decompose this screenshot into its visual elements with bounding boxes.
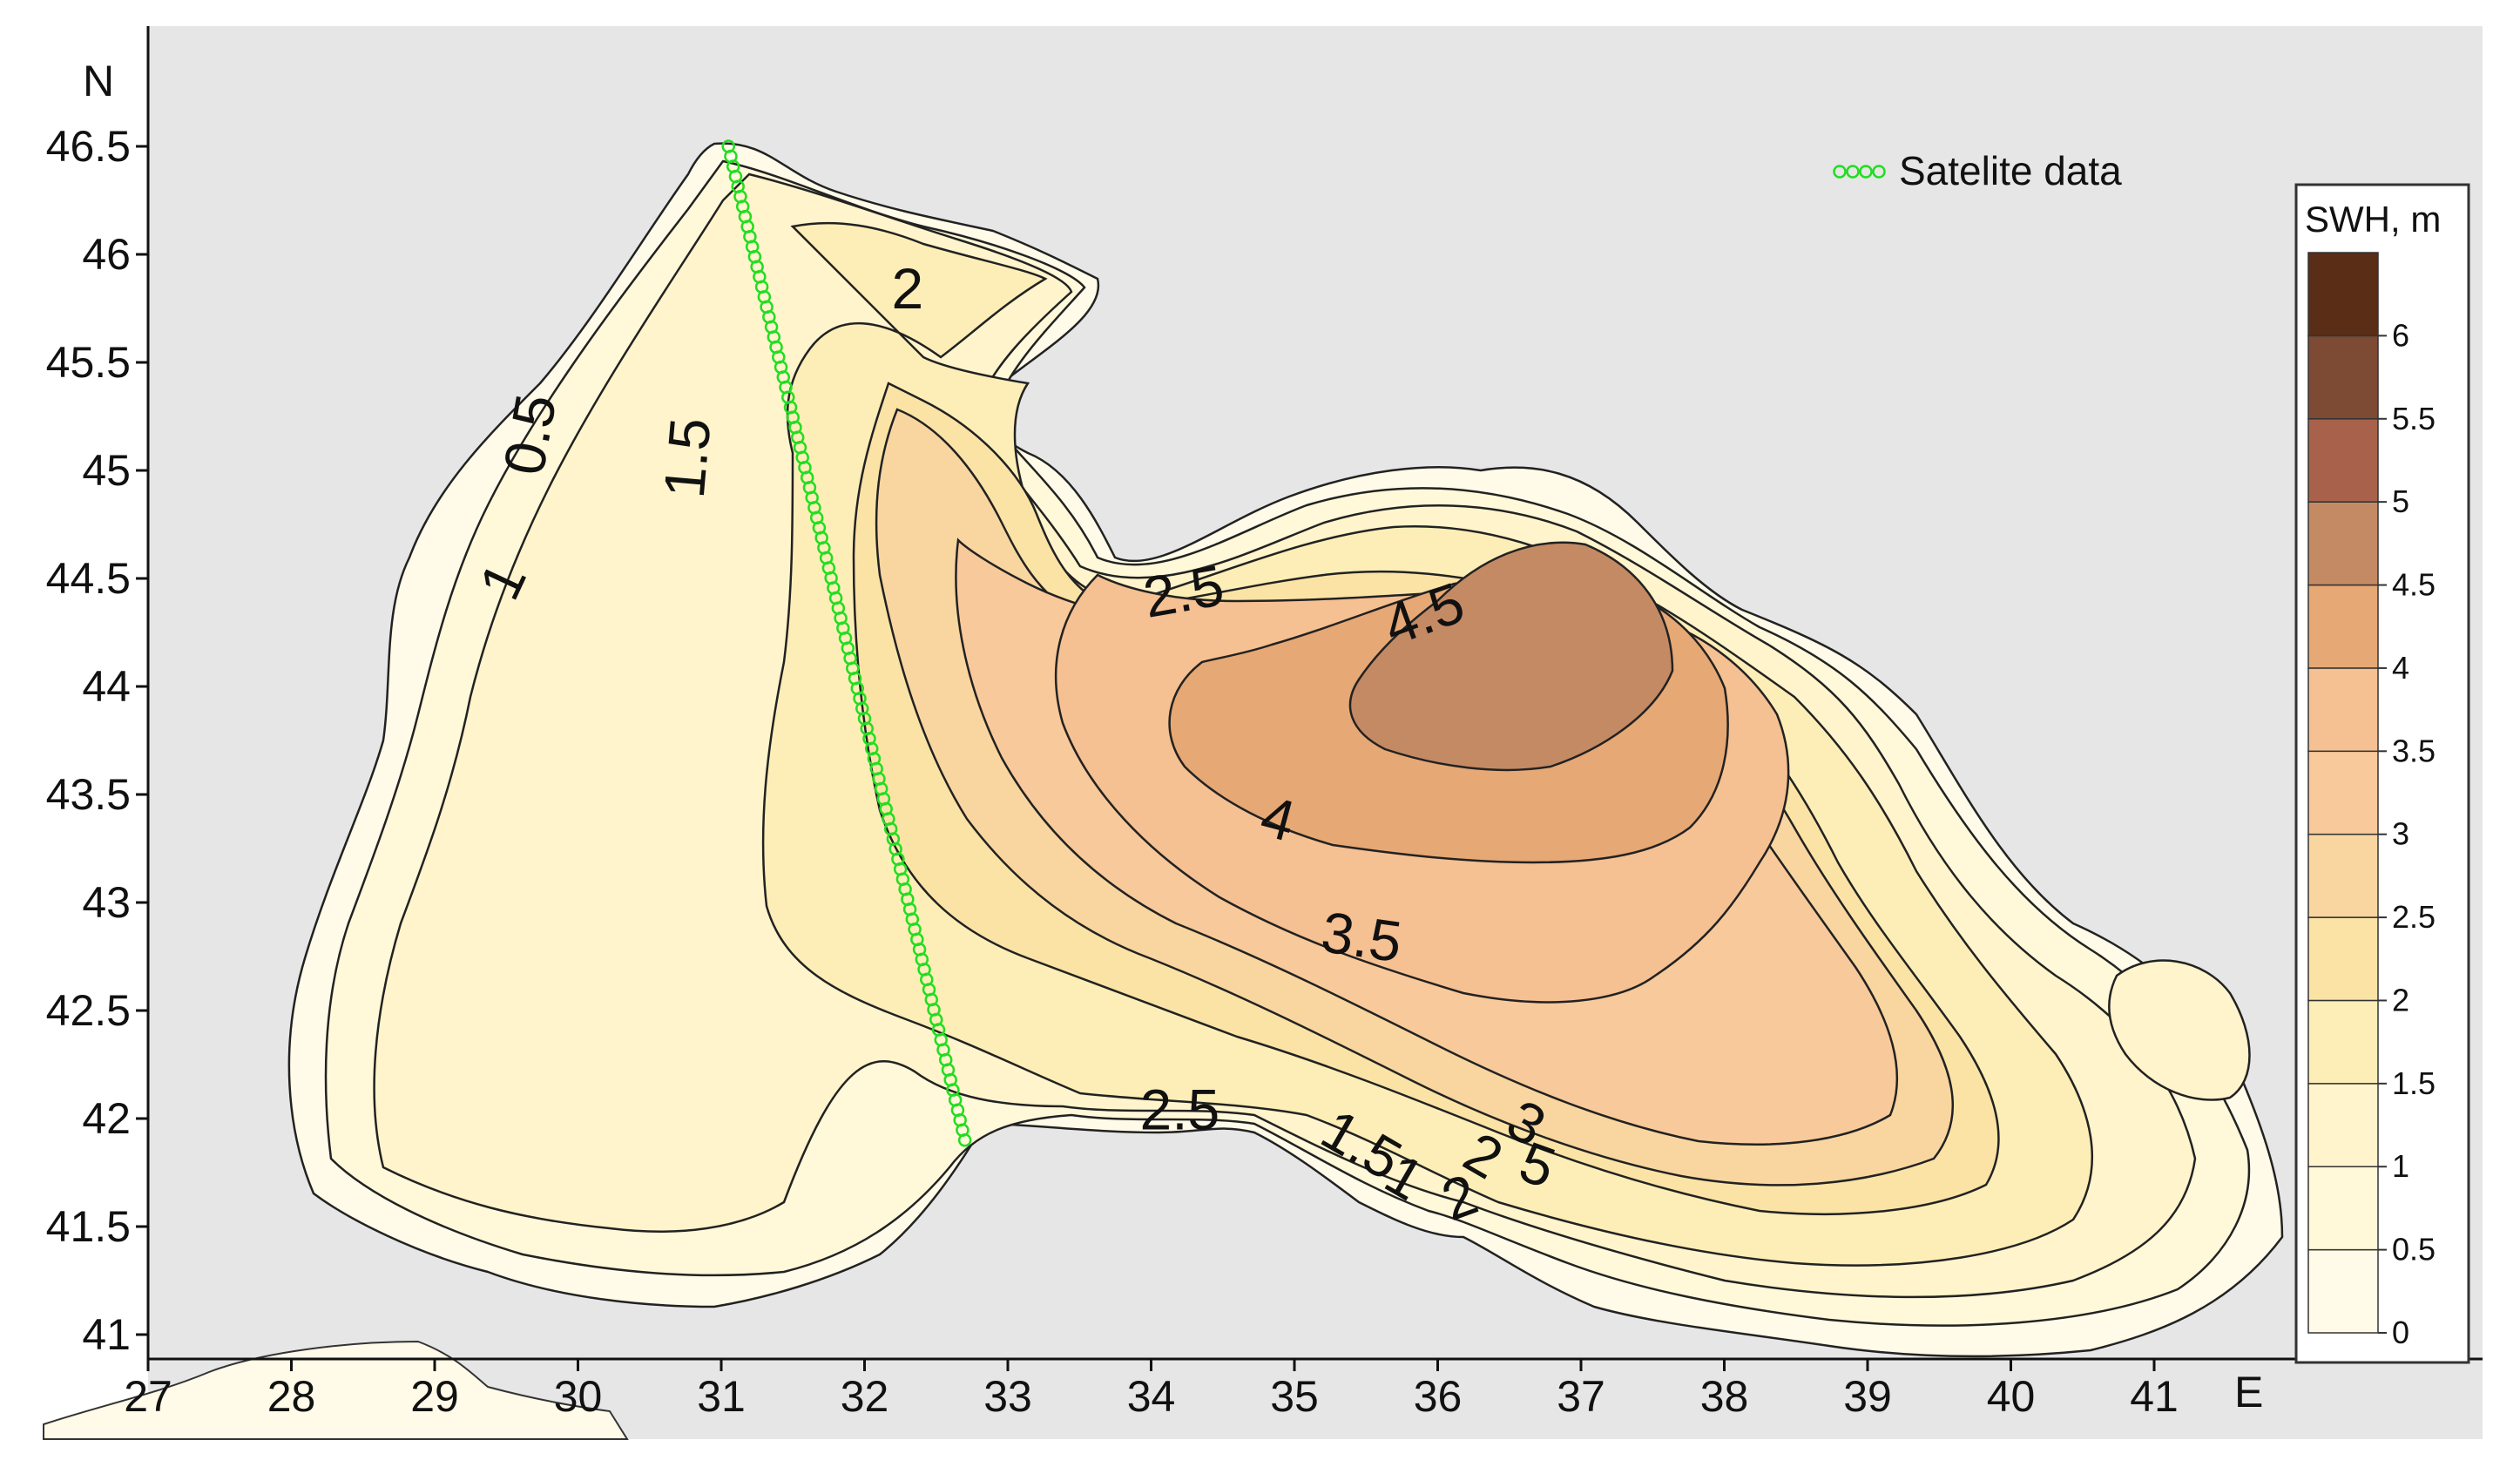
legend-marker-circle (1859, 165, 1873, 179)
y-tick-label: 44 (82, 662, 131, 711)
colorbar-swatch (2307, 667, 2379, 753)
colorbar-label: 5.5 (2392, 401, 2436, 436)
colorbar-swatch (2307, 833, 2379, 918)
x-tick-label: 40 (1987, 1372, 2036, 1421)
contour-label: 3.5 (1318, 899, 1406, 974)
x-tick-label: 37 (1557, 1372, 1605, 1421)
satellite-legend: Satelite data (1833, 148, 2122, 193)
colorbar: SWH, m 0 0.5 1 1.5 2 2.5 3 3.5 4 4.5 5 5.5 6 (2294, 183, 2470, 1364)
colorbar-swatch (2307, 1248, 2379, 1334)
colorbar-swatch (2307, 501, 2379, 586)
colorbar-label: 3 (2392, 816, 2409, 852)
colorbar-swatch (2307, 252, 2379, 337)
y-tick-label: 44.5 (46, 554, 131, 603)
y-tick-label: 46 (82, 230, 131, 279)
legend-marker-circle (1833, 165, 1847, 179)
colorbar-swatch (2307, 1166, 2379, 1251)
north-label: N (83, 57, 114, 105)
x-tick-label: 34 (1127, 1372, 1176, 1421)
x-tick-label: 27 (124, 1372, 172, 1421)
legend-marker-circle (1872, 165, 1886, 179)
colorbar-swatch (2307, 335, 2379, 420)
contour-label: 1.5 (652, 416, 723, 501)
x-tick-label: 33 (983, 1372, 1032, 1421)
y-axis-ticks: 46.5 46 45.5 45 44.5 44 43.5 43 42.5 42 41.5 41 (46, 122, 148, 1359)
east-label: E (2234, 1368, 2263, 1416)
x-axis-ticks: 27 28 29 30 31 32 33 34 35 36 37 38 39 40 41 (124, 1359, 2179, 1421)
colorbar-swatch (2307, 418, 2379, 503)
swh-contour-fill (287, 142, 2284, 1358)
colorbar-swatch (2307, 916, 2379, 1002)
x-tick-label: 36 (1414, 1372, 1463, 1421)
x-tick-label: 39 (1843, 1372, 1892, 1421)
colorbar-label: 6 (2392, 317, 2409, 353)
satellite-legend-marker (1833, 165, 1886, 179)
x-tick-label: 28 (267, 1372, 316, 1421)
contour-label: 2 (891, 256, 923, 321)
x-tick-label: 29 (410, 1372, 459, 1421)
y-tick-label: 41 (82, 1310, 131, 1359)
x-tick-label: 32 (841, 1372, 889, 1421)
legend-marker-circle (1846, 165, 1860, 179)
colorbar-label: 0.5 (2392, 1232, 2436, 1268)
contour-label: 0.5 (491, 389, 569, 479)
x-tick-label: 30 (554, 1372, 603, 1421)
contour-label: 2.5 (1140, 1077, 1220, 1141)
colorbar-label: 2.5 (2392, 899, 2436, 935)
satellite-point (957, 1133, 972, 1147)
colorbar-swatch (2307, 999, 2379, 1085)
colorbar-swatch (2307, 1083, 2379, 1167)
colorbar-label: 2 (2392, 982, 2409, 1017)
y-tick-label: 42.5 (46, 986, 131, 1035)
x-tick-label: 38 (1700, 1372, 1749, 1421)
land-shape (43, 1340, 629, 1440)
satellite-legend-label: Satelite data (1899, 148, 2122, 193)
x-tick-label: 35 (1270, 1372, 1319, 1421)
colorbar-label: 0 (2392, 1315, 2409, 1350)
colorbar-label: 4 (2392, 650, 2409, 686)
colorbar-swatch (2307, 750, 2379, 835)
colorbar-swatches (2307, 252, 2379, 1334)
y-tick-label: 43.5 (46, 770, 131, 819)
colorbar-label: 4.5 (2392, 567, 2436, 603)
band-4.5-5 (1348, 541, 1674, 772)
colorbar-label: 3.5 (2392, 733, 2436, 768)
y-tick-label: 41.5 (46, 1202, 131, 1251)
x-tick-label: 31 (697, 1372, 746, 1421)
colorbar-label: 5 (2392, 483, 2409, 519)
colorbar-title: SWH, m (2305, 199, 2441, 240)
satellite-track (721, 139, 972, 1147)
colorbar-swatch (2307, 584, 2379, 669)
colorbar-label: 1 (2392, 1148, 2409, 1184)
y-tick-label: 45 (82, 446, 131, 495)
contour-label: 2.5 (1138, 552, 1228, 630)
y-tick-label: 46.5 (46, 122, 131, 171)
y-tick-label: 45.5 (46, 338, 131, 387)
y-tick-label: 42 (82, 1094, 131, 1143)
east-lobe (2108, 959, 2251, 1101)
x-tick-label: 41 (2130, 1372, 2179, 1421)
colorbar-labels: 0 0.5 1 1.5 2 2.5 3 3.5 4 4.5 5 5.5 6 (2378, 317, 2436, 1350)
y-tick-label: 43 (82, 878, 131, 927)
colorbar-label: 1.5 (2392, 1065, 2436, 1101)
